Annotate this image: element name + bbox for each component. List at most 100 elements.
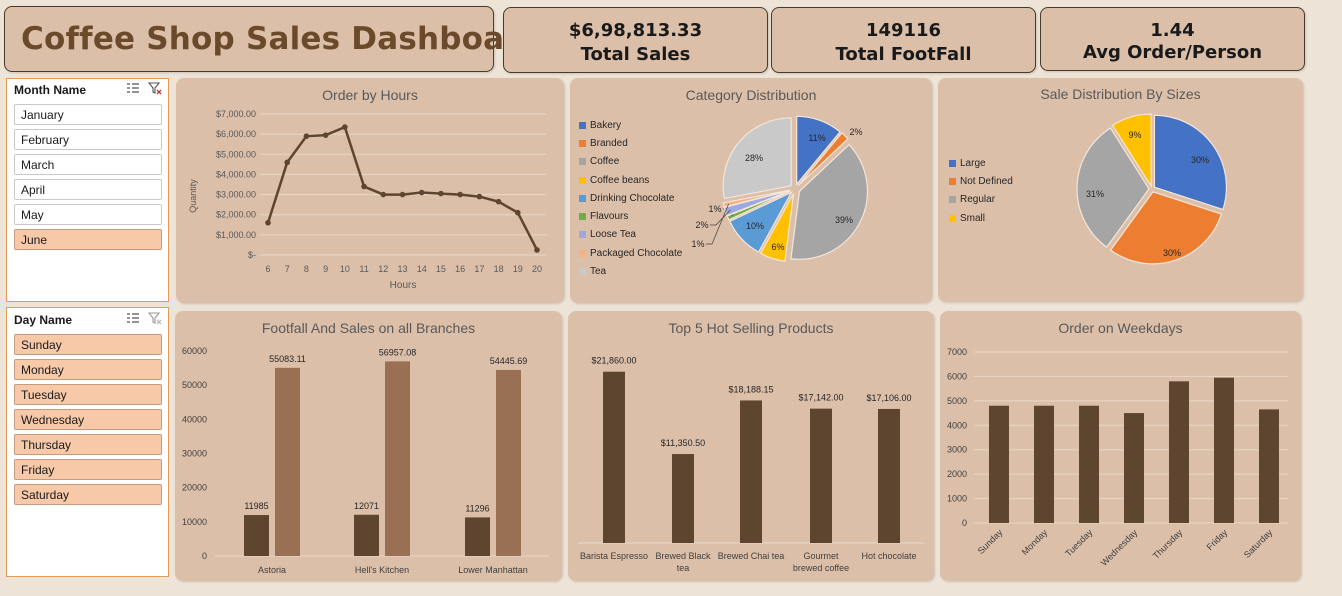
bar bbox=[1124, 413, 1144, 523]
x-tick-label: Wednesday bbox=[1099, 527, 1140, 568]
x-tick-label: 7 bbox=[285, 264, 290, 274]
slice-label: 1% bbox=[708, 204, 721, 214]
legend-item: Drinking Chocolate bbox=[579, 189, 682, 207]
legend-swatch bbox=[949, 159, 956, 167]
data-point bbox=[342, 124, 348, 130]
y-tick-label: 10000 bbox=[182, 517, 207, 527]
y-tick-label: 4000 bbox=[947, 420, 967, 430]
x-tick-label: tea bbox=[677, 563, 690, 573]
day-slicer: Day Name Sunday Monday Tuesday Wednesday Thu… bbox=[6, 307, 169, 577]
x-tick-label: Monday bbox=[1020, 527, 1050, 557]
slicer-item-thursday[interactable]: Thursday bbox=[14, 434, 162, 455]
y-tick-label: 0 bbox=[962, 518, 967, 528]
data-label: 55083.11 bbox=[269, 354, 306, 364]
data-point bbox=[514, 209, 521, 216]
category-distribution-panel: Category Distribution Bakery Branded Coffe… bbox=[570, 78, 932, 303]
slicer-item-wednesday[interactable]: Wednesday bbox=[14, 409, 162, 430]
x-tick-label: Sunday bbox=[976, 527, 1005, 556]
slicer-item-tuesday[interactable]: Tuesday bbox=[14, 384, 162, 405]
slicer-item-may[interactable]: May bbox=[14, 204, 162, 225]
x-tick-label: 8 bbox=[304, 264, 309, 274]
data-label: 11985 bbox=[244, 501, 268, 511]
bar bbox=[1169, 381, 1189, 523]
bar bbox=[740, 400, 762, 543]
legend-item: Not Defined bbox=[949, 172, 1013, 190]
bar bbox=[878, 408, 900, 543]
y-tick-label: $5,000.00 bbox=[216, 149, 256, 159]
slicer-item-saturday[interactable]: Saturday bbox=[14, 484, 162, 505]
legend-label: Bakery bbox=[590, 119, 622, 131]
pie-slice bbox=[1076, 127, 1150, 248]
legend-label: Branded bbox=[590, 137, 628, 149]
legend-swatch bbox=[579, 176, 586, 184]
x-tick-label: Hot chocolate bbox=[861, 551, 916, 561]
legend-label: Small bbox=[960, 212, 986, 224]
data-point bbox=[284, 159, 291, 166]
legend-swatch bbox=[579, 139, 586, 147]
legend-item: Branded bbox=[579, 134, 682, 152]
y-tick-label: $7,000.00 bbox=[216, 109, 256, 119]
x-tick-label: 16 bbox=[455, 264, 465, 274]
slicer-item-june[interactable]: June bbox=[14, 229, 162, 250]
pie-slice bbox=[1111, 113, 1152, 189]
pie-slice bbox=[1153, 114, 1227, 211]
pie-slice bbox=[796, 115, 841, 186]
chart-title: Footfall And Sales on all Branches bbox=[261, 320, 476, 336]
bar bbox=[603, 371, 625, 543]
data-label: $11,350.50 bbox=[661, 438, 705, 448]
y-tick-label: 7000 bbox=[947, 347, 967, 357]
slicer-item-friday[interactable]: Friday bbox=[14, 459, 162, 480]
slice-label: 30% bbox=[1163, 248, 1181, 258]
month-slicer: Month Name January February March April May J… bbox=[6, 78, 169, 302]
x-tick-label: 20 bbox=[532, 264, 542, 274]
pie-slice bbox=[1109, 191, 1223, 265]
clear-filter-icon[interactable] bbox=[148, 81, 162, 95]
kpi-avg-order: 1.44 Avg Order/Person bbox=[1040, 7, 1305, 71]
x-tick-label: Friday bbox=[1205, 527, 1230, 552]
slicer-item-april[interactable]: April bbox=[14, 179, 162, 200]
x-axis-title: Hours bbox=[390, 280, 417, 291]
sizes-pie-chart: 30% 30% 31% 9% bbox=[1076, 113, 1227, 265]
y-tick-label: $3,000.00 bbox=[216, 190, 256, 200]
x-tick-label: Gourmet bbox=[803, 551, 839, 561]
kpi-label: Total FootFall bbox=[835, 44, 972, 65]
slicer-title: Month Name bbox=[14, 83, 86, 97]
data-point bbox=[418, 189, 425, 196]
legend-label: Drinking Chocolate bbox=[590, 192, 675, 204]
bar bbox=[989, 405, 1009, 523]
legend-swatch bbox=[579, 194, 586, 202]
pie-slice bbox=[722, 189, 791, 208]
legend-item: Regular bbox=[949, 191, 1013, 209]
bar bbox=[1034, 405, 1054, 523]
slicer-item-march[interactable]: March bbox=[14, 154, 162, 175]
data-point bbox=[534, 247, 540, 253]
data-point bbox=[361, 183, 367, 190]
legend-swatch bbox=[949, 177, 956, 185]
legend-swatch bbox=[579, 158, 586, 166]
slicer-item-january[interactable]: January bbox=[14, 104, 162, 125]
pie-slice bbox=[790, 143, 869, 260]
legend-swatch bbox=[579, 249, 586, 257]
slicer-item-monday[interactable]: Monday bbox=[14, 359, 162, 380]
legend-item: Small bbox=[949, 209, 1013, 227]
weekday-orders-panel: Order on Weekdays 0 1000 2000 3000 4000 5000 6… bbox=[940, 311, 1301, 581]
pie-slice bbox=[759, 193, 795, 262]
bar bbox=[275, 367, 300, 556]
sizes-distribution-panel: Sale Distribution By Sizes Large Not Defi… bbox=[938, 78, 1303, 302]
multi-select-icon[interactable] bbox=[126, 81, 140, 95]
clear-filter-icon[interactable] bbox=[148, 311, 162, 325]
pie-slice bbox=[722, 117, 792, 200]
multi-select-icon[interactable] bbox=[126, 311, 140, 325]
x-tick-label: Brewed Black bbox=[655, 551, 711, 561]
x-tick-label: Thursday bbox=[1151, 527, 1185, 561]
legend-item: Bakery bbox=[579, 116, 682, 134]
y-tick-label: 30000 bbox=[182, 449, 207, 459]
chart-title: Category Distribution bbox=[685, 87, 817, 103]
legend-item: Tea bbox=[579, 262, 682, 280]
slicer-item-february[interactable]: February bbox=[14, 129, 162, 150]
legend-item: Coffee beans bbox=[579, 171, 682, 189]
kpi-value: $6,98,813.33 bbox=[568, 20, 703, 41]
legend-swatch bbox=[579, 268, 586, 276]
order-by-hours-chart: Quantity Hours $- $1,000.00 $2,000.00 $3,00… bbox=[188, 109, 546, 291]
slicer-item-sunday[interactable]: Sunday bbox=[14, 334, 162, 355]
